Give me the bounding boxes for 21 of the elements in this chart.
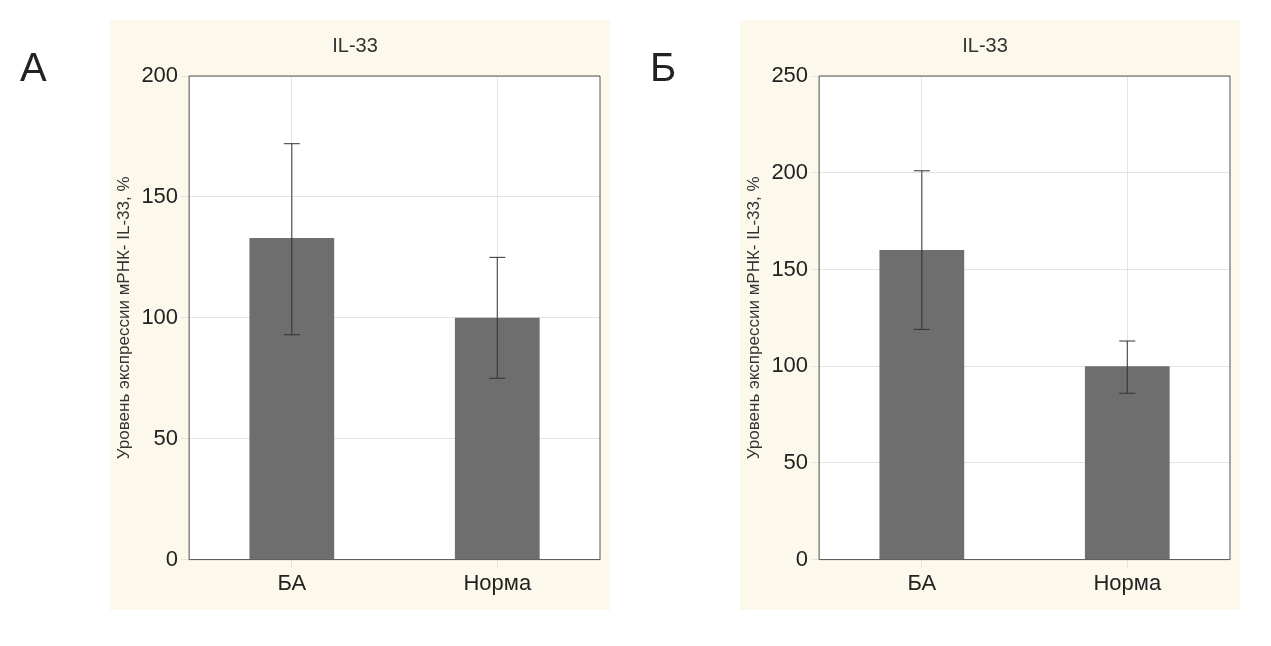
y-tick-label: 200 [141, 62, 179, 88]
x-tick-label: БА [277, 569, 307, 595]
y-tick-label: 200 [771, 158, 809, 184]
y-tick-label: 100 [771, 352, 809, 378]
y-axis-title: Уровень экспрессии мРНК- IL-33, % [113, 176, 133, 460]
y-tick-label: 50 [153, 424, 179, 450]
text: Б [650, 45, 677, 90]
y-tick-label: 100 [141, 303, 179, 329]
y-tick-label: 0 [165, 545, 179, 571]
y-tick-label: 150 [141, 182, 179, 208]
y-tick-label: 50 [783, 448, 809, 474]
y-tick-label: 250 [771, 62, 809, 88]
x-tick-label: БА [907, 569, 937, 595]
chart-title: IL-33 [332, 33, 378, 56]
y-tick-label: 0 [795, 545, 809, 571]
y-axis-title: Уровень экспрессии мРНК- IL-33, % [743, 176, 763, 460]
x-tick-label: Норма [463, 569, 532, 595]
y-tick-label: 150 [771, 255, 809, 281]
text: А [20, 45, 47, 90]
x-tick-label: Норма [1093, 569, 1162, 595]
chart-title: IL-33 [962, 33, 1008, 56]
